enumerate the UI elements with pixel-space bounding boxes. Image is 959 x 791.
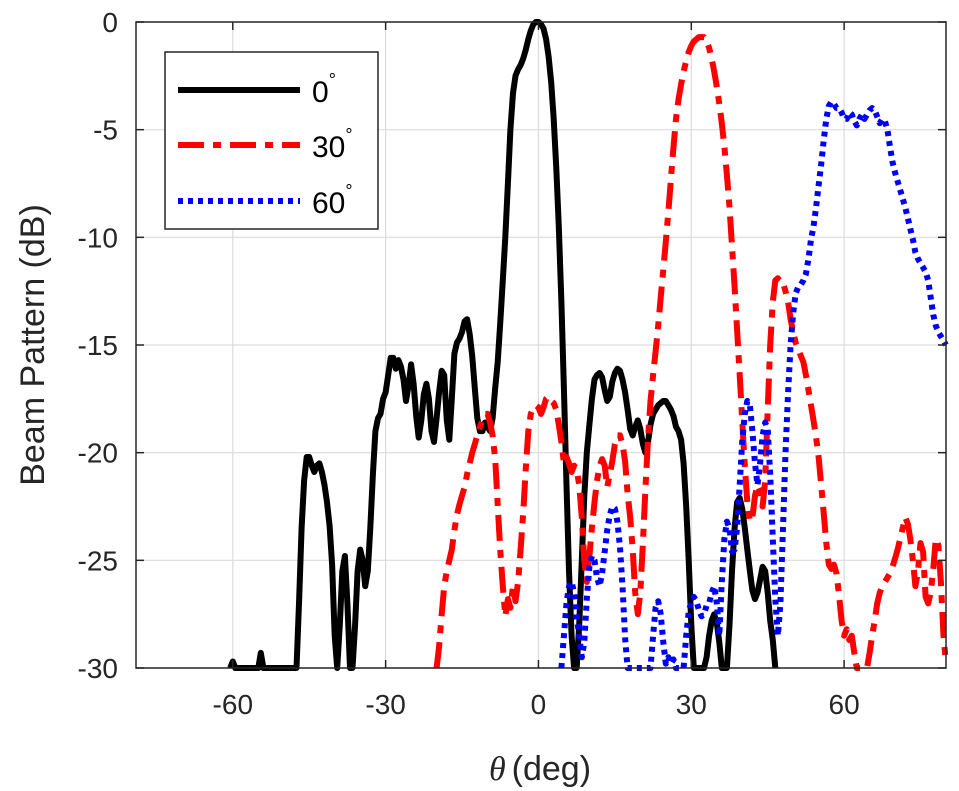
y-axis-label: Beam Pattern (dB): [14, 204, 52, 486]
x-axis-symbol: θ: [489, 751, 506, 788]
series-line-0: [227, 19, 779, 671]
legend-label-2: 60°: [312, 181, 353, 220]
x-tick-label: 0: [531, 689, 547, 720]
legend-degree-1: °: [345, 125, 352, 145]
y-tick-label: -20: [78, 438, 118, 469]
legend: 0° 30° 60°: [164, 51, 379, 230]
x-tick-label: -60: [213, 689, 253, 720]
x-tick-label: 30: [676, 689, 707, 720]
legend-degree-0: °: [329, 70, 336, 90]
y-tick-label: 0: [102, 7, 118, 38]
legend-label-0: 0°: [312, 70, 336, 109]
x-axis-unit: (deg): [512, 750, 591, 788]
y-tick-label: -15: [78, 330, 118, 361]
y-tick-label: -25: [78, 545, 118, 576]
y-tick-label: -10: [78, 222, 118, 253]
x-tick-label: -30: [365, 689, 405, 720]
axis-ticks: -60 -30 0 30 60 0 -5 -10 -15 -20 -25 -30: [78, 7, 946, 720]
series-line-2: [558, 98, 949, 671]
legend-degree-2: °: [345, 181, 352, 201]
x-tick-label: 60: [829, 689, 860, 720]
y-tick-label: -30: [78, 653, 118, 684]
legend-label-1: 30°: [312, 125, 353, 164]
y-tick-label: -5: [93, 115, 118, 146]
x-axis-label: θ (deg): [489, 750, 591, 788]
